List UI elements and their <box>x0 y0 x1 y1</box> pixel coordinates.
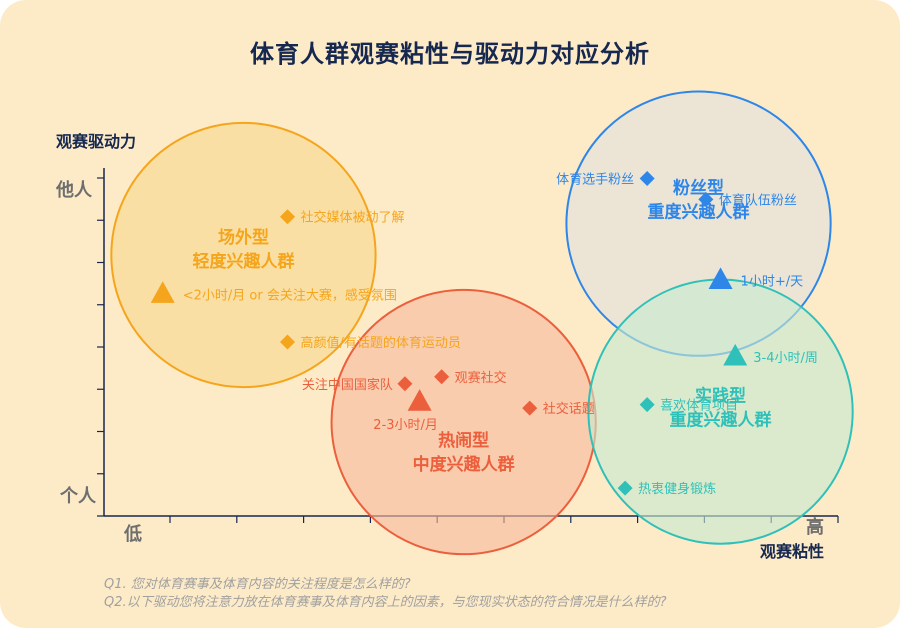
y-axis-label: 观赛驱动力 <box>56 132 137 151</box>
footnote-q2: Q2.以下驱动您将注意力放在体育赛事及体育内容上的因素，与您现实状态的符合情况是… <box>104 595 667 610</box>
diamond-marker <box>617 480 633 496</box>
y-tick-low: 个人 <box>60 486 96 507</box>
triangle-marker <box>708 267 733 289</box>
diamond-marker <box>280 334 295 350</box>
diamond-marker <box>698 191 714 207</box>
diamond-marker <box>397 376 413 392</box>
diamond-marker <box>434 369 450 385</box>
triangle-marker <box>150 281 175 303</box>
chart-title: 体育人群观赛粘性与驱动力对应分析 <box>250 40 650 68</box>
point-label: 1小时+/天 <box>741 274 804 289</box>
diamond-marker <box>280 209 295 225</box>
diamond-marker <box>639 170 655 186</box>
group-name: 实践型 <box>695 386 746 407</box>
point-label: 2-3小时/月 <box>373 418 438 433</box>
point-label: 观赛社交 <box>455 370 507 386</box>
x-tick-low: 低 <box>124 524 142 545</box>
point-label: 喜欢体育项目 <box>660 398 738 414</box>
x-tick-high: 高 <box>806 517 824 538</box>
group-name: 热闹型 <box>438 430 489 451</box>
point-label: 高颜值/有话题的体育运动员 <box>301 335 461 351</box>
group-name: 场外型 <box>218 227 269 248</box>
group-subtitle: 中度兴趣人群 <box>413 454 515 475</box>
diamond-marker <box>639 397 655 413</box>
point-label: 社交话题 <box>543 401 595 417</box>
triangle-marker <box>407 389 432 411</box>
footnote-q1: Q1. 您对体育赛事及体育内容的关注程度是怎么样的? <box>104 577 411 592</box>
group-subtitle: 重度兴趣人群 <box>670 410 772 431</box>
point-label: 体育选手粉丝 <box>556 171 634 187</box>
y-tick-high: 他人 <box>56 180 92 201</box>
point-label: <2小时/月 or 会关注大赛，感受氛围 <box>183 287 397 303</box>
point-label: 社交媒体被动了解 <box>301 210 405 226</box>
group-subtitle: 轻度兴趣人群 <box>192 251 294 272</box>
point-label: 3-4小时/周 <box>753 351 818 366</box>
group-circle-0 <box>110 121 377 389</box>
x-axis-label: 观赛粘性 <box>760 542 825 561</box>
triangle-marker <box>723 343 748 366</box>
group-circle-2 <box>330 288 597 556</box>
diamond-marker <box>522 400 538 416</box>
point-label: 热衷健身锻炼 <box>638 481 716 497</box>
point-label: 体育队伍粉丝 <box>719 192 797 208</box>
group-subtitle: 重度兴趣人群 <box>648 202 750 223</box>
point-label: 关注中国国家队 <box>302 377 393 393</box>
group-name: 粉丝型 <box>673 178 724 199</box>
